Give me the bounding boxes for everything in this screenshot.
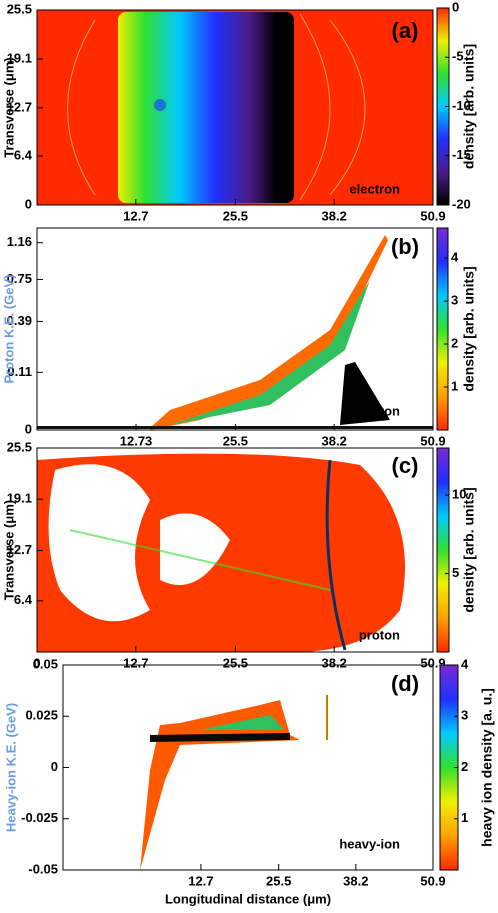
colorbar-tick-label: 10 xyxy=(452,487,466,502)
panel-label: (a) xyxy=(392,18,419,43)
y-tick-label: 25.5 xyxy=(7,439,32,454)
y-tick-label: 0.11 xyxy=(7,364,32,379)
x-tick-label: 25.5 xyxy=(223,433,248,448)
y-tick-label: 6.4 xyxy=(14,147,33,162)
y-tick-label: 0.025 xyxy=(25,708,58,723)
density-map-b xyxy=(37,235,433,430)
panel-label: (c) xyxy=(392,453,419,478)
colorbar-tick-label: 3 xyxy=(451,293,458,308)
colorbar-tick-label: 2 xyxy=(461,759,468,774)
colorbar-tick-label: 4 xyxy=(451,250,459,265)
x-tick-label: 12.7 xyxy=(188,873,213,888)
colorbar-tick-label: 1 xyxy=(451,378,458,393)
y-tick-label: -0.05 xyxy=(28,861,58,876)
colorbar xyxy=(436,227,449,431)
species-label: proton xyxy=(359,403,400,418)
colorbar-tick-label: -5 xyxy=(452,49,464,64)
x-tick-label: 38.2 xyxy=(343,873,368,888)
colorbar-label: density [arb. units] xyxy=(461,266,477,391)
y-tick-label: 19.1 xyxy=(7,50,32,65)
colorbar-tick-label: 3 xyxy=(461,708,468,723)
colorbar-label: density [arb. units] xyxy=(461,487,477,612)
x-tick-label: 38.2 xyxy=(322,655,347,670)
x-tick-label: 25.5 xyxy=(223,208,248,223)
y-tick-label: 19.1 xyxy=(7,491,32,506)
y-axis-label: Transverse (μm) xyxy=(1,57,16,157)
y-tick-label: 0 xyxy=(25,421,32,436)
y-tick-label: 0 xyxy=(25,196,32,211)
colorbar-tick-label: 0 xyxy=(452,0,459,14)
y-tick-label: 12.7 xyxy=(7,542,32,557)
colorbar-label: heavy ion density [a. u.] xyxy=(479,688,495,847)
colorbar-tick-label: 4 xyxy=(461,656,469,671)
panel-label: (b) xyxy=(391,234,419,259)
x-tick-label: 50.9 xyxy=(420,208,445,223)
colorbar-tick-label: 2 xyxy=(451,335,458,350)
species-label: electron xyxy=(349,181,400,196)
y-tick-label: 1.16 xyxy=(7,234,32,249)
colorbar-tick-label: 5 xyxy=(452,565,459,580)
colorbar-tick-label: 1 xyxy=(461,810,468,825)
colorbar-tick-label: -15 xyxy=(452,147,471,162)
x-tick-label: 25.5 xyxy=(223,655,248,670)
colorbar-label: density [arb. units] xyxy=(461,44,477,169)
y-tick-label: 6.4 xyxy=(14,592,33,607)
x-axis-label: Longitudinal distance (μm) xyxy=(165,891,331,906)
x-tick-label: 12.7 xyxy=(123,208,148,223)
y-tick-label: 25.5 xyxy=(7,1,32,16)
colorbar xyxy=(436,447,450,653)
x-tick-label: 12.73 xyxy=(120,433,153,448)
density-map-d xyxy=(140,695,328,870)
x-tick-label: 38.2 xyxy=(322,208,347,223)
colorbar-tick-label: -20 xyxy=(452,196,471,211)
y-tick-label: 0.75 xyxy=(7,271,32,286)
species-label: proton xyxy=(359,627,400,642)
y-tick-label: 0.39 xyxy=(7,313,32,328)
x-tick-label: 25.5 xyxy=(266,873,291,888)
y-tick-label: 12.7 xyxy=(7,99,32,114)
y-tick-label: 0.05 xyxy=(33,656,58,671)
x-tick-label: 38.2 xyxy=(322,433,347,448)
x-tick-label: 50.9 xyxy=(420,433,445,448)
y-tick-label: -0.025 xyxy=(21,810,58,825)
x-tick-label: 50.9 xyxy=(420,873,445,888)
y-axis-label: Heavy-ion K.E. (GeV) xyxy=(3,703,18,832)
density-map-a xyxy=(37,10,433,205)
species-label: heavy-ion xyxy=(339,836,400,851)
x-tick-label: 50.9 xyxy=(420,655,445,670)
x-tick-label: 0 xyxy=(33,655,40,670)
y-axis-label: Proton K.E. (GeV) xyxy=(1,274,16,383)
y-tick-label: 0 xyxy=(51,759,58,774)
colorbar-tick-label: -10 xyxy=(452,98,471,113)
density-map-c xyxy=(37,453,405,652)
x-tick-label: 12.7 xyxy=(123,655,148,670)
y-axis-label: Transverse (μm) xyxy=(1,500,16,600)
panel-label: (d) xyxy=(391,671,419,696)
